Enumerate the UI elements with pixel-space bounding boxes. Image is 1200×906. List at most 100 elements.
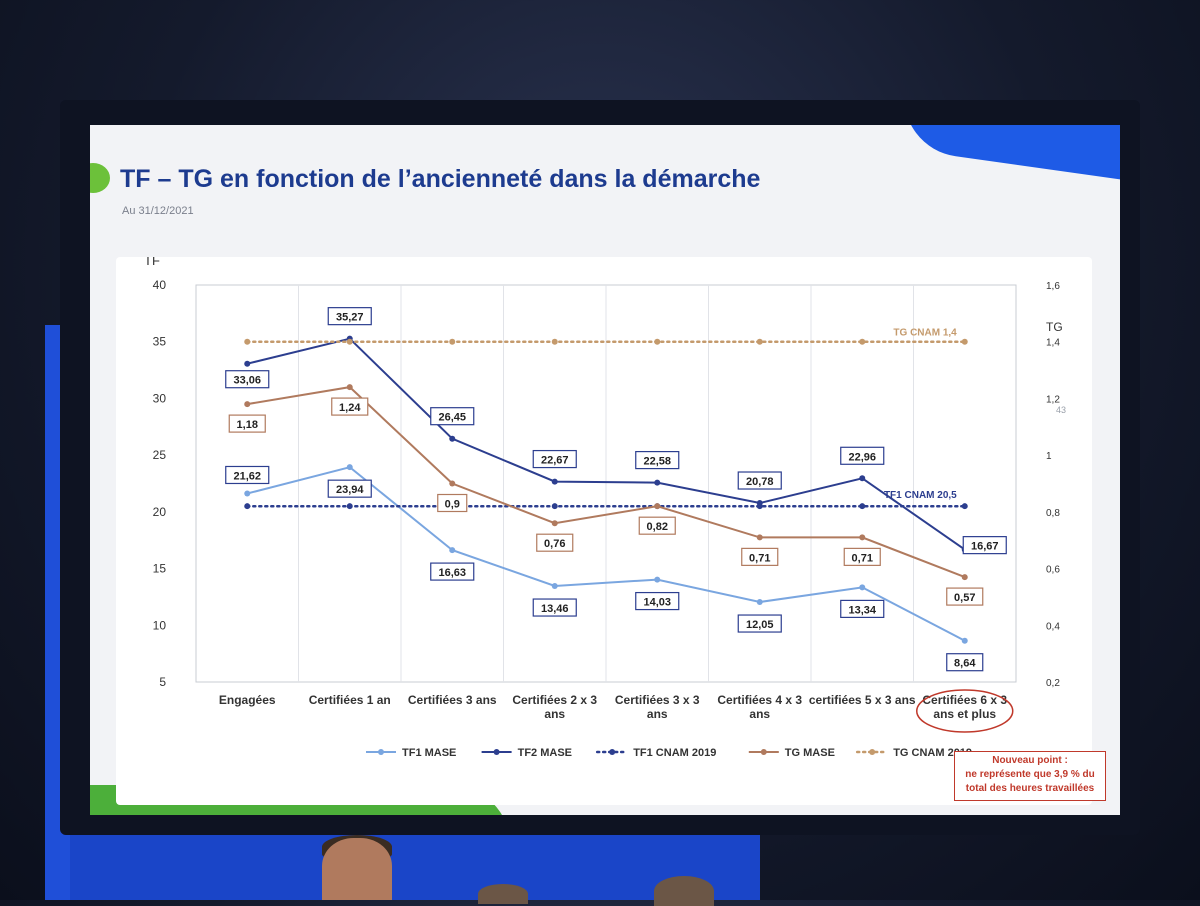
y-right-tick-label: 0,6 — [1046, 565, 1060, 576]
data-label-box — [737, 614, 782, 633]
data-label-box — [840, 446, 885, 465]
data-point — [859, 338, 866, 345]
data-point — [551, 583, 558, 590]
data-label-box — [225, 370, 270, 389]
slide-title: TF – TG en fonction de l’ancienneté dans… — [120, 165, 761, 193]
audience-person-3 — [654, 876, 714, 906]
y-right-tick-label: 1,4 — [1046, 338, 1060, 349]
data-label-box — [635, 591, 680, 611]
data-label-box — [331, 397, 369, 416]
legend-marker — [609, 749, 616, 755]
data-label: 21,62 — [233, 470, 261, 482]
data-label-box — [737, 471, 782, 490]
data-point — [244, 338, 251, 345]
data-point — [756, 599, 763, 606]
note-line-1: Nouveau point : — [992, 755, 1068, 766]
data-label: 0,57 — [954, 592, 975, 604]
y-right-tick-label: 1,2 — [1046, 394, 1060, 405]
slide-corner-decoration-blue — [896, 125, 1120, 182]
data-label: 12,05 — [746, 619, 774, 631]
data-label-box — [638, 516, 676, 535]
title-bullet-icon — [90, 163, 110, 193]
data-label-box — [946, 587, 984, 606]
y-right-tick-label: 1 — [1046, 451, 1052, 462]
data-label-box — [962, 536, 1007, 555]
legend-marker — [869, 749, 876, 755]
data-point — [859, 475, 866, 482]
data-point — [654, 503, 661, 510]
data-point — [961, 637, 968, 644]
data-point — [551, 478, 558, 485]
data-label: 1,18 — [237, 419, 258, 431]
data-label: 16,67 — [971, 541, 999, 553]
data-label-box — [843, 547, 881, 566]
y-right-tick-label: 0,2 — [1046, 678, 1060, 689]
page-number: 43 — [1055, 405, 1066, 415]
data-point — [346, 464, 353, 471]
data-point — [551, 338, 558, 345]
y-left-tick-label: 25 — [153, 448, 167, 462]
x-tick-label: ans et plus — [933, 707, 996, 721]
data-label: 22,58 — [643, 456, 671, 468]
y-right-tick-label: 1,6 — [1046, 281, 1060, 292]
data-label: 0,71 — [852, 552, 873, 564]
note-line-2: ne représente que 3,9 % du — [965, 769, 1095, 780]
legend-marker — [760, 749, 767, 755]
series-end-label: TF1 CNAM 20,5 — [884, 490, 957, 501]
data-label: 33,06 — [233, 375, 261, 387]
x-tick-label: Certifiées 2 x 3 — [512, 693, 597, 707]
data-point — [961, 574, 968, 581]
y-left-tick-label: 20 — [153, 505, 167, 519]
x-tick-label: certifiées 5 x 3 ans — [809, 693, 916, 707]
data-label-box — [327, 479, 372, 498]
x-tick-label: Engagées — [219, 693, 276, 707]
line-chart: 40 35 30 25 20 15 10 5 1,6 1,4 1,2 1 0,8 0,6 0,4 0,2 TF T… — [144, 257, 1063, 759]
y-left-tick-label: 10 — [153, 618, 167, 632]
data-point — [244, 401, 251, 408]
data-label: 13,34 — [848, 604, 876, 616]
y-left-tick-label: 15 — [153, 562, 167, 576]
x-tick-label: ans — [544, 707, 565, 721]
data-point — [756, 503, 763, 510]
x-tick-label: ans — [749, 707, 770, 721]
data-point — [654, 479, 661, 486]
data-label-box — [228, 414, 266, 433]
data-label-box — [327, 307, 372, 326]
data-label: 14,03 — [643, 597, 671, 609]
x-tick-label: Certifiées 1 an — [309, 693, 391, 707]
legend-marker — [378, 749, 384, 755]
note-box: Nouveau point : ne représente que 3,9 % … — [954, 751, 1106, 801]
y-left-axis-label: TF — [144, 257, 160, 268]
data-point — [961, 338, 968, 345]
data-label: 8,64 — [954, 658, 976, 670]
data-label: 22,96 — [848, 451, 876, 463]
presentation-slide: TF – TG en fonction de l’ancienneté dans… — [90, 125, 1120, 815]
data-point — [654, 576, 661, 583]
legend-label: TF2 MASE — [518, 747, 572, 759]
data-point — [961, 503, 968, 510]
y-left-tick-label: 40 — [153, 278, 167, 292]
data-label: 23,94 — [336, 484, 364, 496]
y-right-tick-label: 0,4 — [1046, 621, 1060, 632]
data-point — [449, 435, 456, 442]
legend-label: TG CNAM 2019 — [893, 747, 972, 759]
data-point — [551, 520, 558, 527]
data-label-box — [946, 653, 984, 672]
data-point — [859, 503, 866, 510]
data-label: 0,76 — [544, 538, 565, 550]
data-label-box — [840, 599, 885, 619]
data-point — [244, 360, 251, 367]
note-line-3: total des heures travaillées — [965, 783, 1095, 794]
legend-label: TG MASE — [785, 747, 835, 759]
data-label: 22,67 — [541, 455, 569, 467]
series-line — [247, 337, 966, 551]
highlight-ellipse — [916, 689, 1014, 733]
data-label: 0,71 — [749, 552, 770, 564]
y-left-tick-label: 30 — [153, 391, 167, 405]
x-tick-label: Certifiées 3 x 3 — [615, 693, 700, 707]
data-point — [346, 338, 353, 345]
data-label: 20,78 — [746, 476, 774, 488]
y-right-axis-label: TG — [1046, 320, 1063, 334]
legend-marker — [493, 749, 500, 755]
data-point — [346, 503, 353, 510]
